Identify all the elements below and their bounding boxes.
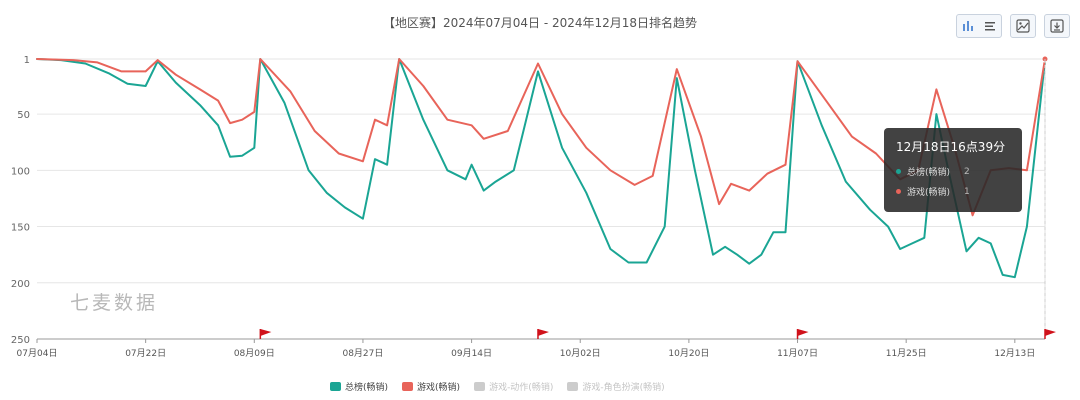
tooltip-dot-icon [896, 169, 901, 174]
x-tick-label: 10月02日 [560, 348, 601, 359]
bar-chart-icon[interactable] [962, 20, 974, 32]
x-tick-label: 08月09日 [234, 348, 275, 359]
download-icon [1050, 19, 1064, 33]
tooltip-row-label: 总榜(畅销) [907, 168, 951, 178]
tooltip-row: 总榜(畅销) 2 [896, 165, 1010, 178]
y-tick-label: 50 [17, 110, 30, 121]
flag-marker-icon [796, 329, 809, 339]
tooltip-row-value: 2 [964, 166, 970, 177]
flag-banner [1045, 329, 1056, 336]
tooltip-row: 游戏(畅销) 1 [896, 185, 1010, 198]
legend-label: 总榜(畅销) [345, 383, 389, 393]
x-tick-label: 12月13日 [994, 348, 1035, 359]
x-tick-label: 11月07日 [777, 348, 818, 359]
tooltip: 12月18日16点39分 总榜(畅销) 2 游戏(畅销) 1 [884, 128, 1022, 212]
x-tick-label: 08月27日 [342, 348, 383, 359]
flag-marker-icon [259, 329, 272, 339]
y-tick-label: 200 [11, 279, 30, 290]
tooltip-dot-icon [896, 189, 901, 194]
list-icon[interactable] [984, 20, 996, 32]
legend-item-rpg[interactable]: 游戏-角色扮演(畅销) [567, 380, 665, 393]
flag-marker-icon [537, 329, 549, 339]
x-tick-label: 07月22日 [125, 348, 166, 359]
legend-swatch [567, 382, 579, 391]
download-button[interactable] [1044, 14, 1070, 38]
x-tick-label: 09月14日 [451, 348, 492, 359]
legend-item-total[interactable]: 总榜(畅销) [330, 380, 388, 393]
legend-swatch [330, 382, 341, 391]
y-tick-label: 150 [11, 223, 30, 234]
flag-marker-icon [1044, 329, 1056, 339]
chart-title: 【地区赛】2024年07月04日 - 2024年12月18日排名趋势 [382, 16, 698, 30]
chart-toolbar [956, 14, 1070, 38]
x-tick-label: 07月04日 [17, 348, 58, 359]
x-tick-label: 11月25日 [886, 348, 927, 359]
tooltip-row-label: 游戏(畅销) [907, 188, 951, 198]
flag-banner [537, 329, 549, 336]
watermark: 七麦数据 [70, 292, 159, 314]
image-icon [1016, 19, 1030, 33]
x-tick-label: 10月20日 [668, 348, 709, 359]
legend-item-games[interactable]: 游戏(畅销) [402, 380, 460, 393]
tooltip-row-value: 1 [964, 186, 970, 197]
flag-banner [260, 329, 272, 336]
y-tick-label: 1 [24, 55, 30, 66]
legend-label: 游戏-角色扮演(畅销) [582, 383, 665, 393]
y-tick-label: 100 [11, 166, 30, 177]
save-image-button[interactable] [1010, 14, 1036, 38]
legend: 总榜(畅销) 游戏(畅销) 游戏-动作(畅销) 游戏-角色扮演(畅销) [330, 380, 665, 393]
legend-swatch [402, 382, 414, 391]
legend-item-action[interactable]: 游戏-动作(畅销) [474, 380, 553, 393]
legend-swatch [474, 382, 486, 391]
view-toggle [956, 14, 1002, 38]
flag-banner [797, 329, 809, 336]
legend-label: 游戏(畅销) [417, 383, 461, 393]
legend-label: 游戏-动作(畅销) [489, 383, 554, 393]
tooltip-title: 12月18日16点39分 [896, 140, 1006, 154]
y-tick-label: 250 [11, 335, 30, 346]
series-line [36, 58, 1046, 279]
